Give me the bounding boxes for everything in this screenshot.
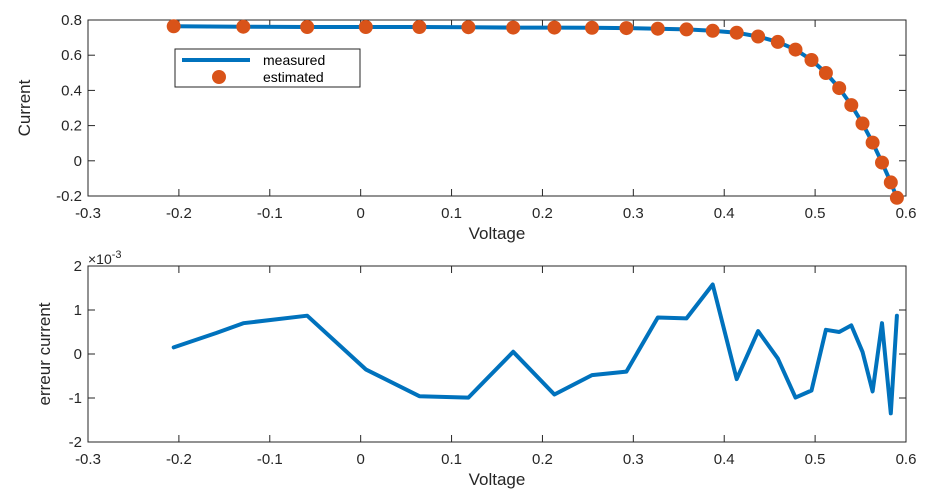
bottom-xtick-label: 0.2 [532,451,553,468]
top-marker-estimated [619,21,634,36]
bottom-ytick-label: -1 [69,390,82,407]
bottom-xtick-label: 0.1 [441,451,462,468]
bottom-xtick-label: -0.2 [166,451,192,468]
top-xtick-label: -0.3 [75,205,101,222]
plot-top-ylabel: Current [15,79,34,136]
top-xtick-label: 0.3 [623,205,644,222]
top-ytick-label: 0.6 [61,47,82,64]
legend-estimated-marker [212,70,226,84]
top-marker-estimated [889,190,904,205]
plot-bottom-area [87,265,907,443]
legend-box [174,48,361,88]
plot-bottom-series [171,282,899,416]
legend: measured estimated [174,48,361,88]
top-marker-estimated [844,98,859,113]
top-marker-estimated [547,20,562,35]
bottom-xtick-label: -0.3 [75,451,101,468]
bottom-xtick-label: 0.5 [805,451,826,468]
exponent-label: ×10-3 [88,249,122,267]
bottom-xtick-label: 0.4 [714,451,735,468]
bottom-ytick-label: 0 [74,346,82,363]
bottom-xtick-label: 0 [356,451,364,468]
top-marker-estimated [236,19,251,34]
top-marker-estimated [804,53,819,67]
legend-estimated-label: estimated [263,69,324,85]
top-marker-estimated [770,34,785,49]
plot-top-xlabel: Voltage [469,224,526,243]
exponent-power: -3 [112,249,122,261]
plot-top-ticks: -0.3 -0.2 -0.1 0 0.1 0.2 0.3 0.4 0.5 0.6-0.200.20… [56,12,916,222]
top-marker-estimated [832,81,847,96]
bottom-ytick-label: 2 [74,258,82,275]
top-ytick-label: 0 [74,153,82,170]
top-marker-estimated [883,175,898,190]
bottom-xtick-label: -0.1 [257,451,283,468]
top-xtick-label: -0.2 [166,205,192,222]
top-marker-estimated [788,42,803,57]
top-marker-estimated [855,116,870,131]
top-xtick-label: -0.1 [257,205,283,222]
plot-top-series [166,19,904,205]
top-xtick-label: 0.2 [532,205,553,222]
top-xtick-label: 0.1 [441,205,462,222]
top-marker-estimated [875,155,889,170]
top-marker-estimated [300,20,315,34]
plot-top: -0.3 -0.2 -0.1 0 0.1 0.2 0.3 0.4 0.5 0.6-0.200.20… [15,12,916,243]
top-xtick-label: 0.4 [714,205,735,222]
top-marker-estimated [650,21,665,36]
top-marker-estimated [358,20,373,34]
top-ytick-label: 0.2 [61,118,82,135]
top-marker-estimated [679,22,694,37]
bottom-series-line [171,282,899,416]
bottom-xtick-label: 0.6 [896,451,917,468]
plot-bottom-xlabel: Voltage [469,470,526,489]
legend-measured-label: measured [263,52,325,68]
bottom-ytick-label: -2 [69,434,82,451]
top-marker-estimated [506,20,521,35]
top-xtick-label: 0.6 [896,205,917,222]
top-marker-estimated [751,29,766,44]
top-marker-estimated [461,20,476,35]
top-xtick-label: 0.5 [805,205,826,222]
top-marker-estimated [865,135,880,150]
exponent-base: ×10 [88,251,112,267]
plot-bottom-ylabel: erreur current [35,302,54,405]
bottom-ytick-label: 1 [74,302,82,319]
top-marker-estimated [585,20,599,35]
top-marker-estimated [818,66,833,80]
bottom-xtick-label: 0.3 [623,451,644,468]
top-marker-estimated [412,20,427,34]
top-xtick-label: 0 [356,205,364,222]
top-ytick-label: 0.8 [61,12,82,29]
top-ytick-label: 0.4 [61,82,82,99]
top-ytick-label: -0.2 [56,188,82,205]
plot-bottom-ticks: -0.3 -0.2 -0.1 0 0.1 0.2 0.3 0.4 0.5 0.6 -2 -1 0 1 2 [69,258,917,468]
top-marker-estimated [166,19,181,34]
top-marker-estimated [705,23,720,38]
top-marker-estimated [729,25,744,40]
plot-bottom: -0.3 -0.2 -0.1 0 0.1 0.2 0.3 0.4 0.5 0.6 -2 -1 0 1 2 V… [35,249,916,489]
